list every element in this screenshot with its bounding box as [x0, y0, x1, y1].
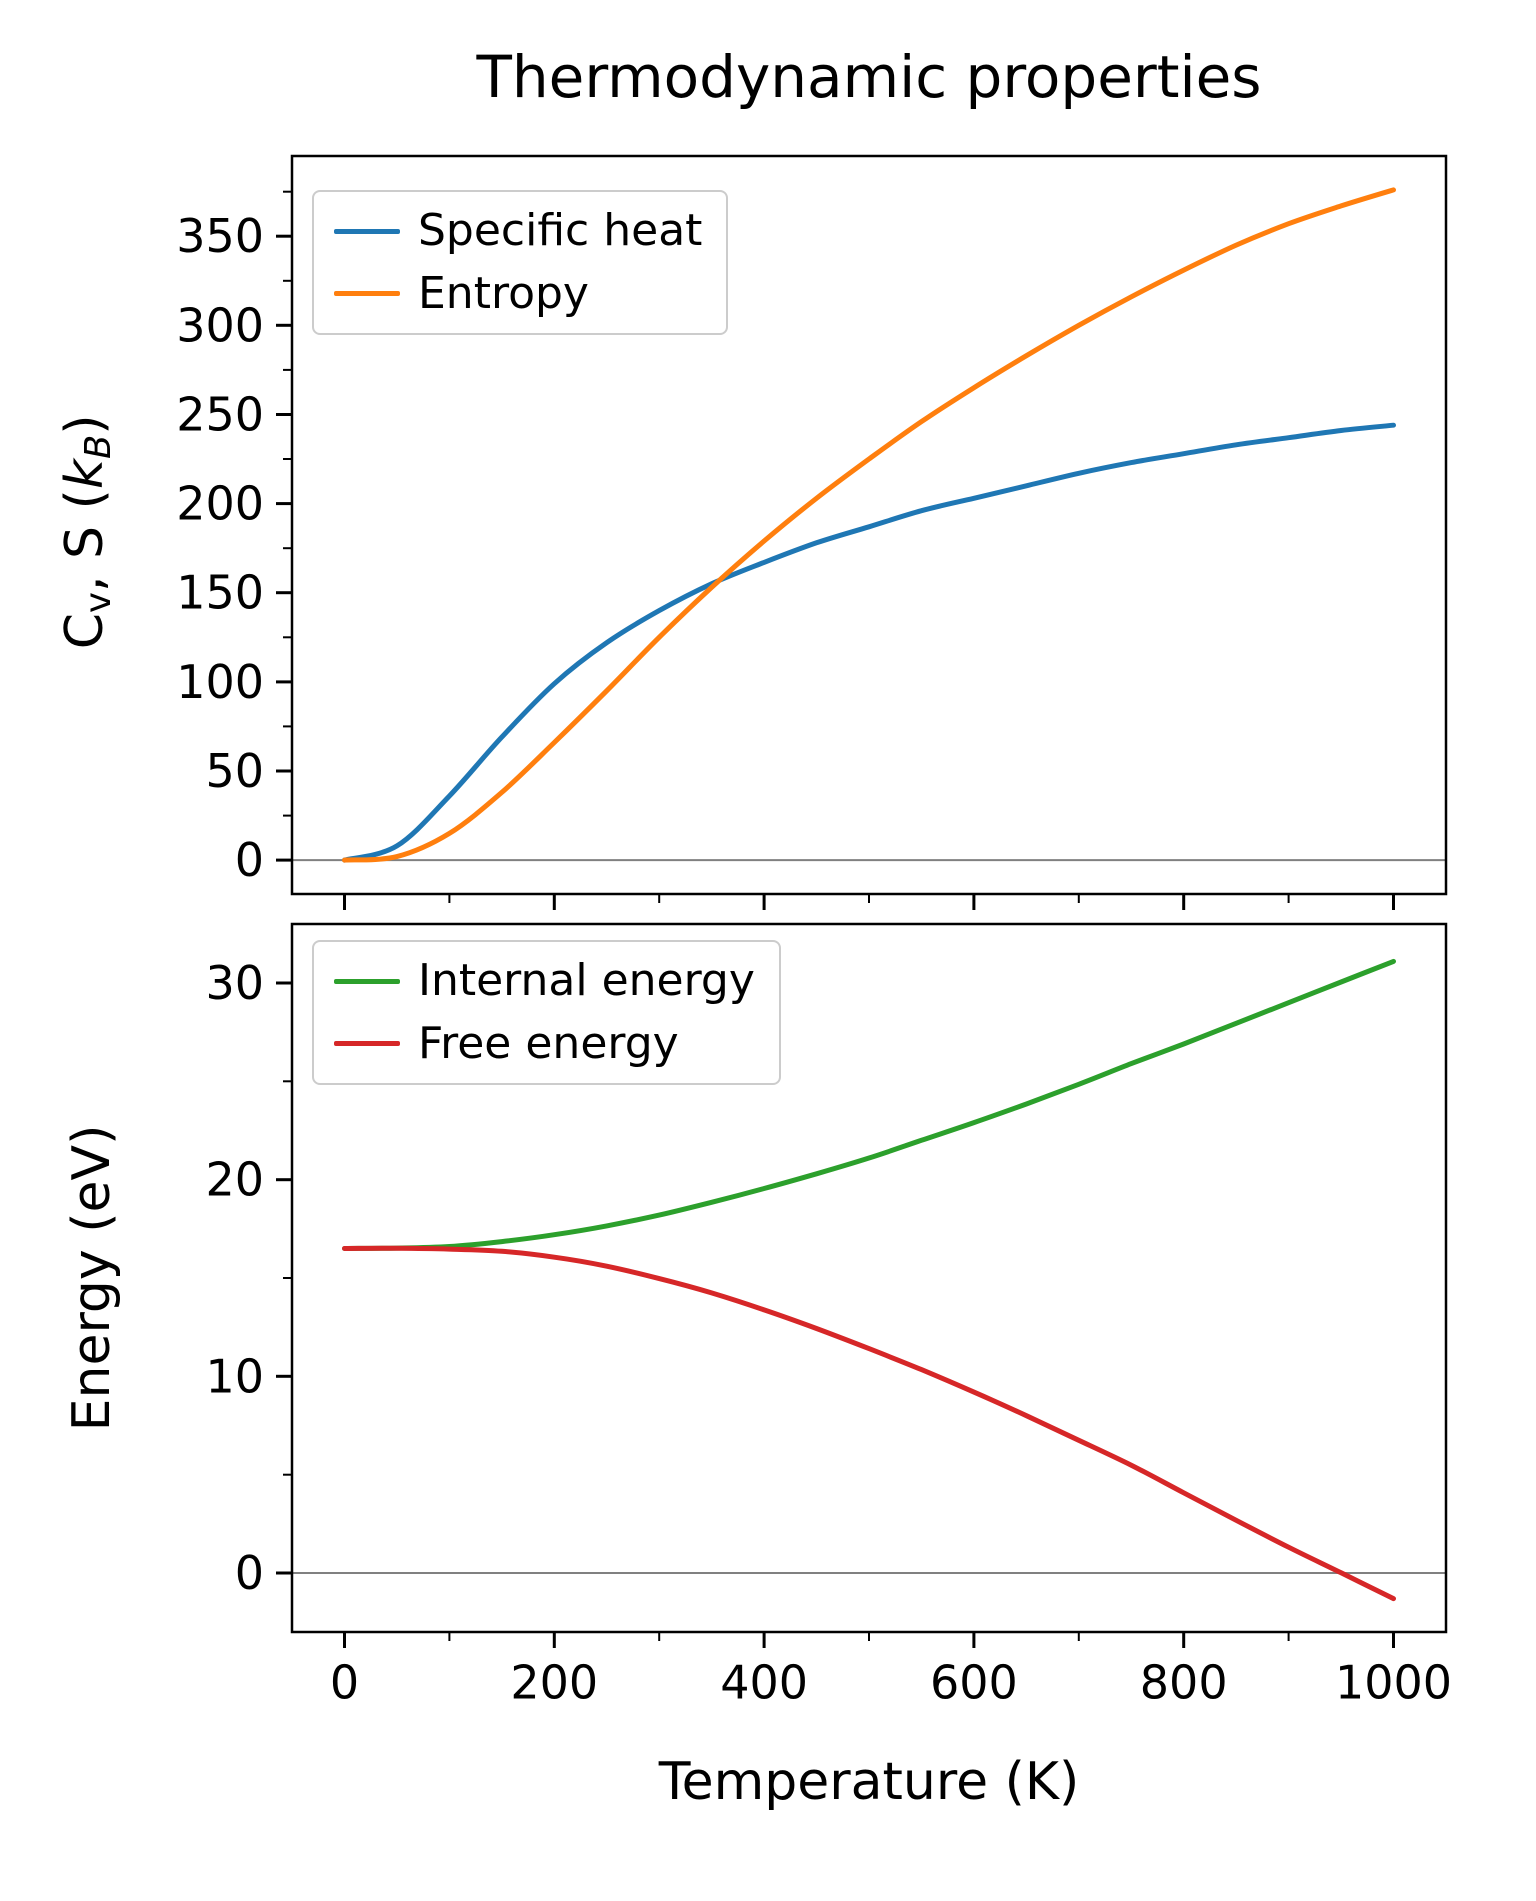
y-axis-label-top: Cv, S (kB): [52, 163, 132, 901]
label-segment: ): [55, 414, 116, 435]
x-tick-label: 800: [1140, 1655, 1228, 1709]
label-segment: Energy (eV): [62, 1124, 122, 1432]
y-tick-label: 0: [235, 833, 264, 887]
legend-entry-internal-energy: Internal energy: [334, 955, 755, 1007]
label-segment: v: [77, 592, 119, 613]
legend-line-free-energy: [334, 1041, 400, 1047]
y-tick-label: 100: [176, 655, 264, 709]
x-tick-label: 400: [720, 1655, 808, 1709]
legend-bottom: Internal energy Free energy: [312, 940, 781, 1086]
y-tick-label: 30: [205, 956, 264, 1010]
y-tick-label: 0: [235, 1546, 264, 1600]
y-tick-label: 250: [176, 388, 264, 442]
label-segment: B: [77, 434, 119, 460]
label-segment: C: [55, 612, 116, 650]
y-tick-label: 20: [205, 1153, 264, 1207]
legend-line-internal-energy: [334, 978, 400, 984]
y-tick-label: 350: [176, 209, 264, 263]
y-tick-label: 50: [205, 744, 264, 798]
series-internal-energy: [342, 958, 1396, 1251]
y-axis-label-bottom: Energy (eV): [59, 924, 125, 1632]
x-tick-label: 0: [330, 1655, 359, 1709]
legend-label: Free energy: [418, 1017, 679, 1069]
figure-title: Thermodynamic properties: [476, 43, 1262, 111]
y-tick-label: 300: [176, 298, 264, 352]
x-axis-label: Temperature (K): [658, 1752, 1080, 1812]
y-tick-label: 150: [176, 566, 264, 620]
y-tick-label: 10: [205, 1349, 264, 1403]
legend-top: Specific heat Entropy: [312, 190, 729, 336]
legend-label: Entropy: [418, 267, 589, 319]
legend-entry-entropy: Entropy: [334, 267, 702, 320]
x-tick-label: 600: [930, 1655, 1018, 1709]
legend-line-entropy: [334, 291, 400, 297]
x-tick-label: 1000: [1335, 1655, 1452, 1709]
legend-label: Internal energy: [418, 955, 755, 1006]
legend-entry-free-energy: Free energy: [334, 1017, 755, 1070]
legend-entry-specific-heat: Specific heat: [334, 205, 703, 257]
y-tick-label: 200: [176, 477, 264, 531]
series-entropy: [342, 187, 1396, 863]
label-segment: , S (: [55, 489, 116, 593]
series-specific-heat: [342, 422, 1396, 863]
legend-line-specific-heat: [334, 228, 400, 234]
series-free-energy: [342, 1245, 1396, 1602]
x-tick-label: 200: [510, 1655, 598, 1709]
label-segment: k: [55, 459, 116, 490]
legend-label: Specific heat: [418, 205, 703, 256]
